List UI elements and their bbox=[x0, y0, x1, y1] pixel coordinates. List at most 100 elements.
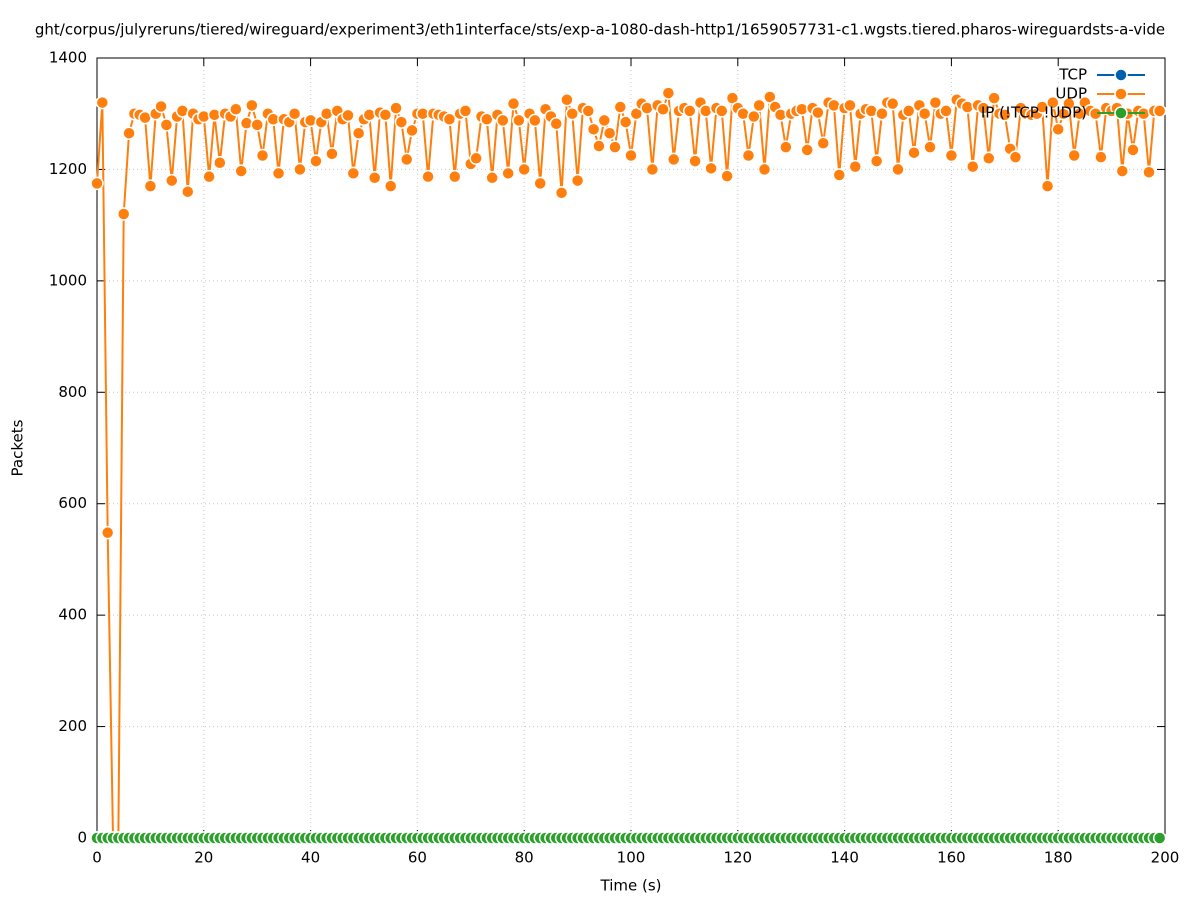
data-point bbox=[95, 95, 110, 110]
data-point bbox=[383, 179, 398, 193]
data-point bbox=[512, 113, 526, 128]
legend-label: IP (!TCP !UDP) bbox=[981, 104, 1087, 122]
data-point bbox=[715, 104, 729, 118]
data-point bbox=[362, 108, 377, 122]
data-point bbox=[987, 91, 1001, 105]
data-point bbox=[917, 106, 932, 121]
data-point bbox=[982, 151, 996, 166]
legend-label: UDP bbox=[1055, 85, 1087, 103]
data-point bbox=[608, 140, 622, 154]
x-tick-label: 40 bbox=[301, 849, 320, 867]
data-point bbox=[1051, 122, 1065, 137]
data-point bbox=[843, 98, 857, 113]
data-point bbox=[394, 115, 409, 129]
y-tick-label: 400 bbox=[58, 606, 87, 624]
data-point bbox=[741, 148, 756, 163]
data-point bbox=[998, 108, 1012, 122]
data-point bbox=[549, 116, 563, 131]
data-point bbox=[116, 207, 131, 221]
data-point bbox=[597, 113, 612, 128]
x-tick-label: 120 bbox=[723, 849, 752, 867]
data-point bbox=[757, 162, 772, 177]
legend-marker bbox=[1114, 68, 1128, 82]
x-tick-label: 100 bbox=[617, 849, 646, 867]
data-point bbox=[944, 148, 959, 163]
data-point bbox=[90, 176, 104, 191]
data-point bbox=[554, 186, 569, 200]
y-tick-label: 0 bbox=[77, 829, 87, 847]
legend-label: TCP bbox=[1058, 66, 1087, 84]
data-point bbox=[378, 108, 393, 122]
data-point bbox=[752, 98, 766, 113]
data-point bbox=[100, 525, 115, 540]
data-point bbox=[250, 118, 264, 132]
data-point bbox=[666, 152, 681, 167]
data-point bbox=[458, 104, 473, 118]
data-point bbox=[939, 104, 953, 118]
data-point bbox=[309, 154, 323, 168]
y-axis-label: Packets bbox=[9, 419, 27, 476]
data-point bbox=[1067, 148, 1081, 163]
data-point bbox=[848, 159, 863, 174]
data-point bbox=[122, 126, 136, 140]
x-axis-label: Time (s) bbox=[600, 877, 662, 895]
data-point bbox=[517, 162, 531, 177]
data-point bbox=[229, 102, 243, 117]
data-point bbox=[891, 162, 905, 177]
data-point bbox=[907, 145, 921, 160]
data-point bbox=[816, 136, 830, 150]
data-point bbox=[1115, 164, 1130, 178]
y-tick-label: 200 bbox=[58, 717, 87, 735]
data-point bbox=[245, 98, 259, 113]
y-tick-label: 800 bbox=[58, 383, 87, 401]
data-point bbox=[442, 112, 457, 127]
data-point bbox=[624, 148, 638, 163]
data-point bbox=[528, 113, 542, 128]
data-point bbox=[682, 104, 697, 118]
series-1 bbox=[90, 86, 1167, 845]
data-point bbox=[165, 173, 179, 188]
x-tick-label: 180 bbox=[1044, 849, 1073, 867]
data-point bbox=[271, 166, 286, 181]
data-point bbox=[1152, 104, 1167, 118]
legend-marker bbox=[1114, 106, 1128, 120]
data-point bbox=[688, 154, 702, 168]
data-point bbox=[923, 140, 937, 154]
x-tick-label: 160 bbox=[937, 849, 966, 867]
data-point bbox=[966, 159, 980, 174]
data-point bbox=[928, 95, 943, 110]
data-point bbox=[800, 143, 814, 157]
data-point bbox=[293, 162, 307, 177]
data-point bbox=[570, 173, 585, 188]
x-tick-label: 0 bbox=[92, 849, 102, 867]
data-point bbox=[832, 168, 847, 182]
data-point bbox=[351, 126, 366, 140]
data-point bbox=[581, 104, 596, 118]
data-point bbox=[885, 96, 900, 111]
data-point bbox=[399, 152, 414, 167]
data-point bbox=[154, 99, 168, 114]
data-point bbox=[1094, 150, 1108, 164]
data-point bbox=[213, 155, 227, 170]
x-tick-label: 200 bbox=[1151, 849, 1180, 867]
data-point bbox=[645, 162, 660, 177]
data-point bbox=[592, 139, 606, 153]
data-point bbox=[976, 101, 991, 115]
data-point bbox=[1062, 96, 1076, 111]
y-tick-label: 1400 bbox=[49, 49, 87, 67]
data-point bbox=[565, 106, 580, 121]
data-point bbox=[720, 169, 734, 183]
data-point bbox=[181, 184, 195, 199]
x-tick-label: 60 bbox=[408, 849, 427, 867]
data-point bbox=[1142, 165, 1156, 179]
chart-title: ght/corpus/julyreruns/tiered/wireguard/e… bbox=[35, 21, 1165, 39]
x-tick-label: 20 bbox=[194, 849, 213, 867]
data-point bbox=[325, 147, 339, 161]
data-point bbox=[367, 171, 382, 185]
y-tick-label: 600 bbox=[58, 494, 87, 512]
legend-marker bbox=[1114, 87, 1128, 101]
data-point bbox=[1152, 831, 1167, 845]
data-point bbox=[202, 169, 216, 184]
data-point bbox=[613, 100, 628, 114]
